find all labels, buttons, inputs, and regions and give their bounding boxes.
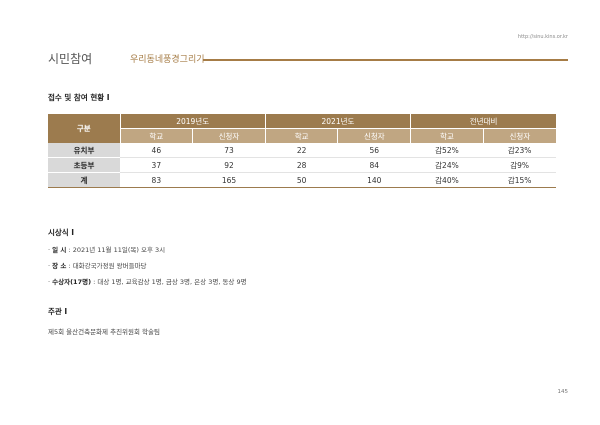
organizer-heading: 주관 I [48, 307, 68, 316]
page-number: 145 [557, 389, 569, 395]
table-subheader: 신청자 [192, 128, 266, 143]
table-subheader: 신청자 [482, 128, 556, 143]
info-key: 장 소 [52, 262, 67, 270]
row-label: 유치부 [48, 143, 120, 158]
table-header-group: 2021년도 [264, 114, 411, 129]
table-cell: 73 [192, 143, 266, 158]
table-cell: 56 [337, 143, 411, 158]
table-header-category: 구분 [48, 114, 120, 143]
table-cell: 50 [265, 172, 338, 188]
info-value: 2021년 11월 11일(목) 오후 3시 [72, 246, 166, 254]
info-key: 일 시 [52, 246, 67, 254]
table-cell: 46 [120, 143, 193, 158]
table-row: 유치부 46 73 22 56 감52% 감23% [48, 143, 556, 158]
site-url: http://sinu.kins.or.kr [517, 34, 568, 40]
info-key: 수상자(17명) [52, 278, 92, 286]
table-cell: 감40% [410, 172, 484, 188]
row-label: 초등부 [48, 157, 120, 173]
page-header: 시민참여 우리동네풍경그리기 [48, 50, 568, 68]
table-row: 초등부 37 92 28 84 감24% 감9% [48, 157, 556, 173]
header-divider [203, 59, 568, 61]
table-subheader: 학교 [119, 128, 193, 143]
table-header-group: 2019년도 [119, 114, 266, 129]
info-value: 대상 1명, 교육감상 1명, 금상 3명, 은상 3명, 동상 9명 [97, 278, 247, 286]
table-cell: 감52% [410, 143, 484, 158]
ceremony-heading: 시상식 I [48, 228, 75, 237]
table-cell: 92 [192, 157, 266, 173]
table-row-total: 계 83 165 50 140 감40% 감15% [48, 172, 556, 188]
table-subheader: 신청자 [337, 128, 411, 143]
table-cell: 83 [120, 172, 193, 188]
table-cell: 37 [120, 157, 193, 173]
table-subheader: 학교 [410, 128, 484, 143]
table-cell: 22 [265, 143, 338, 158]
reception-table: 구분 2019년도 2021년도 전년대비 학교 신청자 학교 신청자 학교 신… [48, 114, 556, 188]
list-item: · 장 소 : 대화강국가정원 왕버들마당 [48, 262, 147, 270]
list-item: · 일 시 : 2021년 11월 11일(목) 오후 3시 [48, 246, 166, 254]
table-cell: 140 [337, 172, 411, 188]
row-label: 계 [48, 172, 120, 188]
list-item: · 수상자(17명) : 대상 1명, 교육감상 1명, 금상 3명, 은상 3… [48, 278, 247, 286]
table-cell: 감9% [483, 157, 556, 173]
table-cell: 감23% [483, 143, 556, 158]
info-value: 대화강국가정원 왕버들마당 [72, 262, 147, 270]
table-cell: 84 [337, 157, 411, 173]
table-cell: 감24% [410, 157, 484, 173]
page-title: 시민참여 [48, 52, 93, 66]
table-subheader: 학교 [264, 128, 338, 143]
reception-heading: 접수 및 참여 현황 I [48, 93, 110, 102]
ceremony-info-list: · 일 시 : 2021년 11월 11일(목) 오후 3시 · 장 소 : 대… [48, 244, 247, 292]
table-cell: 28 [265, 157, 338, 173]
table-cell: 감15% [483, 172, 556, 188]
table-cell: 165 [192, 172, 266, 188]
table-header-group: 전년대비 [410, 114, 556, 129]
page-subtitle: 우리동네풍경그리기 [130, 55, 205, 65]
organizer-text: 제5회 울산건축문화제 추진위원회 학술팀 [48, 328, 160, 336]
